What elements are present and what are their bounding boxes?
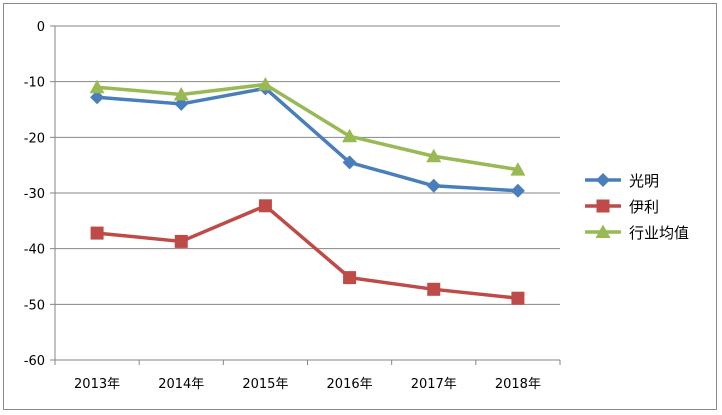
data-point — [257, 76, 273, 91]
data-point — [342, 155, 357, 170]
x-tick-label: 2013年 — [74, 377, 120, 392]
legend-label: 光明 — [629, 172, 659, 190]
data-point — [426, 178, 441, 193]
data-point — [511, 291, 525, 305]
x-tick-label: 2014年 — [158, 377, 204, 392]
data-point — [342, 128, 358, 143]
data-point — [90, 226, 104, 240]
y-tick-label: -10 — [24, 76, 45, 91]
x-tick-label: 2018年 — [495, 377, 541, 392]
series-1 — [90, 81, 525, 198]
gridlines — [55, 25, 560, 305]
y-tick-label: -20 — [24, 131, 45, 146]
legend-marker — [596, 199, 610, 213]
series-3 — [89, 76, 526, 176]
legend-marker — [596, 173, 610, 187]
x-axis-ticks: 2013年 2014年 2015年 2016年 2017年 2018年 — [74, 377, 541, 392]
data-point — [173, 86, 189, 101]
series-line — [96, 82, 519, 172]
data-point — [426, 148, 442, 163]
data-point — [174, 234, 188, 248]
series-lines — [89, 76, 526, 305]
series-line — [96, 86, 519, 193]
data-point — [427, 282, 441, 296]
data-point — [343, 271, 357, 285]
data-point — [510, 162, 526, 176]
axes — [50, 25, 561, 365]
y-tick-label: -30 — [24, 187, 45, 202]
legend-item: 行业均值 — [585, 224, 689, 242]
y-axis-ticks: 0 -10 -20 -30 -40 -50 -60 — [24, 20, 45, 369]
x-tick-label: 2016年 — [327, 377, 373, 392]
legend-marker — [595, 224, 611, 238]
y-tick-label: 0 — [37, 20, 45, 35]
legend-label: 行业均值 — [629, 224, 689, 242]
data-point — [510, 183, 525, 198]
y-tick-label: -40 — [24, 243, 45, 258]
legend-item: 光明 — [585, 172, 659, 190]
legend-label: 伊利 — [629, 198, 659, 216]
data-point — [258, 199, 272, 213]
series-line — [96, 204, 519, 300]
data-point — [89, 79, 105, 94]
data-point — [90, 90, 105, 105]
series-2 — [90, 199, 525, 305]
y-tick-label: -60 — [24, 354, 45, 369]
y-tick-label: -50 — [24, 298, 45, 313]
x-tick-label: 2015年 — [242, 377, 288, 392]
legend-item: 伊利 — [585, 198, 659, 216]
x-tick-label: 2017年 — [411, 377, 457, 392]
